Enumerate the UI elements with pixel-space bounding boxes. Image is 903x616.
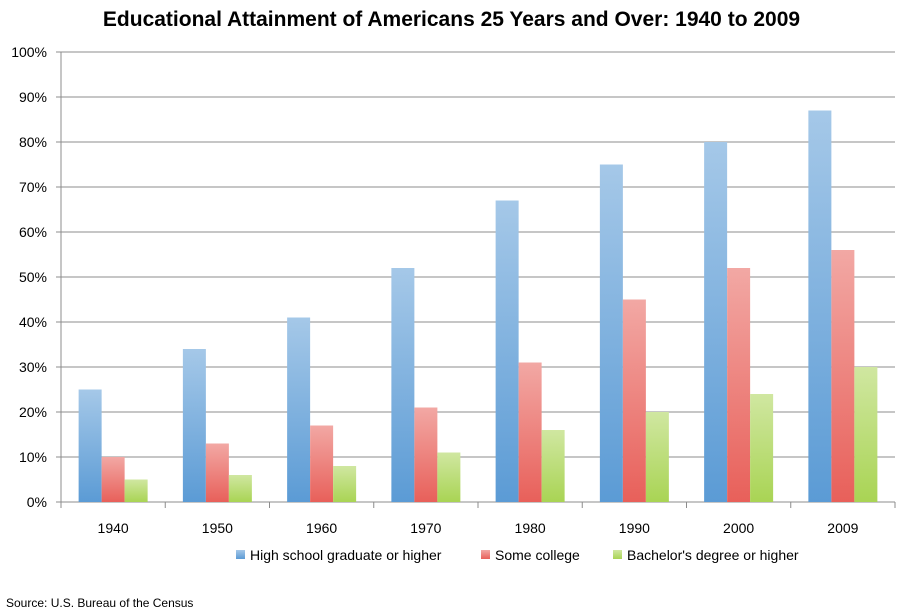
bar [750,394,774,502]
bar [831,250,855,502]
bar [622,299,646,502]
bar [310,425,334,502]
bar [78,389,102,502]
y-tick-label: 90% [19,89,47,105]
y-tick-label: 30% [19,359,47,375]
x-tick-label: 1940 [98,520,129,536]
bar [854,367,878,502]
legend: High school graduate or higher Some colle… [236,547,799,563]
bar [391,268,415,502]
bar [495,200,519,502]
bar [124,479,148,502]
y-tick-label: 50% [19,269,47,285]
y-tick-label: 70% [19,179,47,195]
bar [599,164,623,502]
gridlines [61,51,895,458]
bar [101,457,125,502]
bar [205,443,229,502]
bar [333,466,357,502]
bars [78,110,878,502]
x-tick-label: 2009 [827,520,858,536]
legend-swatch [613,550,622,559]
legend-swatch [236,550,245,559]
legend-label: Some college [495,547,580,563]
bar [228,475,252,502]
legend-label: Bachelor's degree or higher [627,547,799,563]
y-tick-label: 0% [27,494,47,510]
y-tick-label: 60% [19,224,47,240]
legend-swatch [481,550,490,559]
bar [414,407,438,502]
bar [182,349,206,502]
bar [437,452,461,502]
legend-label: High school graduate or higher [250,547,442,563]
x-tick-label: 1950 [202,520,233,536]
y-tick-label: 10% [19,449,47,465]
x-tick-label: 1970 [410,520,441,536]
x-tick-label: 1990 [619,520,650,536]
bar [704,142,728,502]
bar [518,362,542,502]
bar [541,430,565,502]
y-tick-label: 100% [11,44,47,60]
bar [645,412,669,502]
y-tick-label: 40% [19,314,47,330]
chart-title: Educational Attainment of Americans 25 Y… [102,8,801,31]
x-tick-label: 1980 [515,520,546,536]
source-note: Source: U.S. Bureau of the Census [6,596,194,610]
y-tick-label: 80% [19,134,47,150]
x-tick-label: 2000 [723,520,754,536]
bar [727,268,751,502]
y-tick-label: 20% [19,404,47,420]
bar [287,317,311,502]
bar [808,110,832,502]
axes: 0% 10% 20% 30% 40% 50% 60% 70% 80% 90% 100% 1940 195… [11,44,896,536]
x-tick-label: 1960 [306,520,337,536]
